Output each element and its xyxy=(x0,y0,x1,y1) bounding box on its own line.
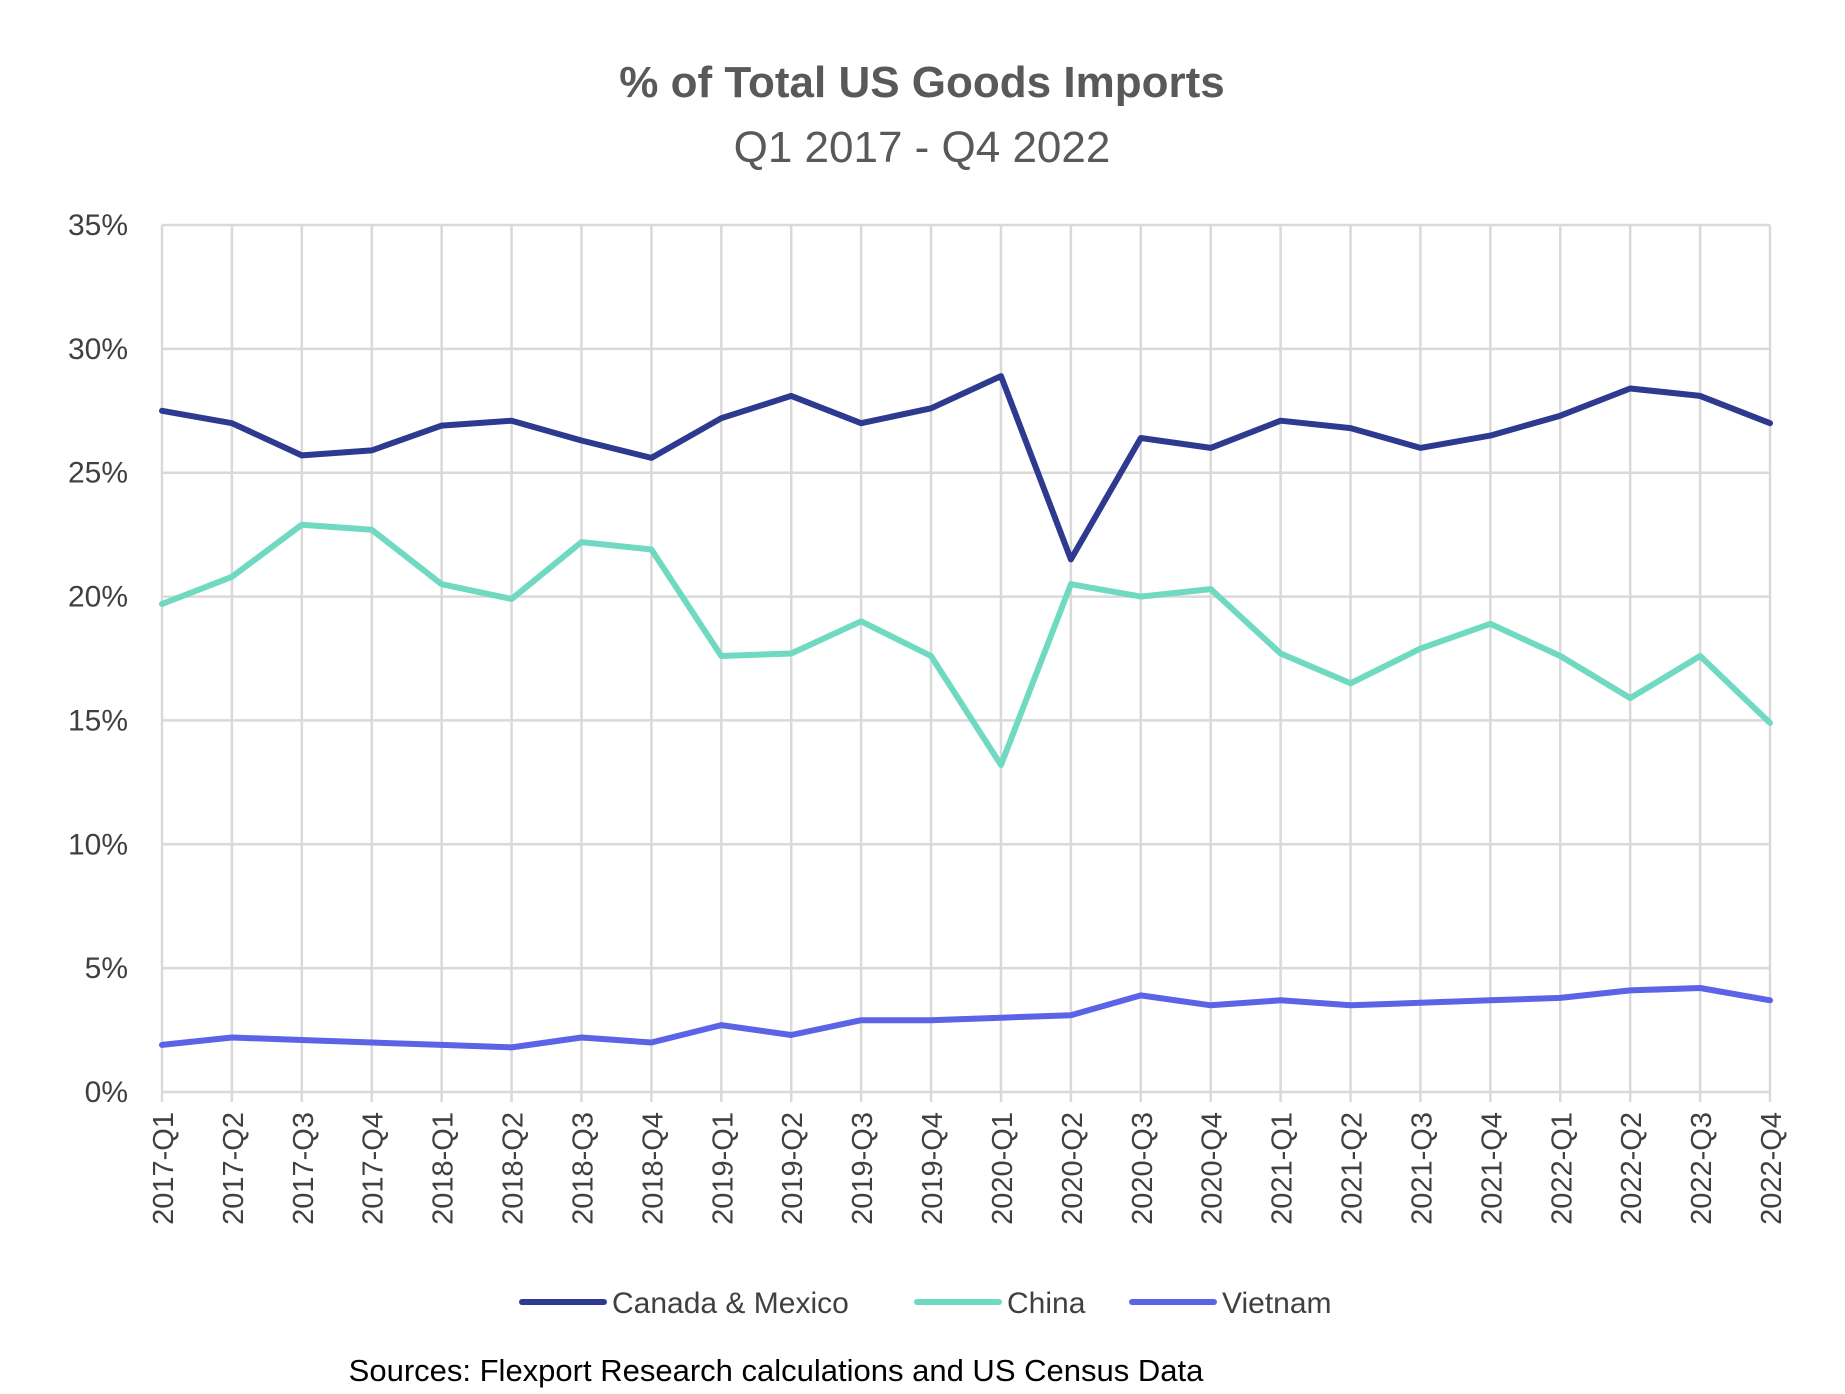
chart-subtitle: Q1 2017 - Q4 2022 xyxy=(734,123,1111,172)
series-lines xyxy=(159,373,1773,1051)
chart-title: % of Total US Goods Imports xyxy=(619,58,1224,107)
x-tick-label: 2017-Q4 xyxy=(358,1112,390,1225)
series-line-vietnam xyxy=(159,985,1773,1051)
y-tick-label: 20% xyxy=(68,581,128,614)
y-tick-label: 30% xyxy=(68,333,128,366)
x-axis-tick-labels: 2017-Q1 2017-Q2 2017-Q3 2017-Q4 2018-Q1 2018-… xyxy=(148,1112,1788,1225)
gridlines xyxy=(160,223,1772,1102)
x-tick-label: 2022-Q1 xyxy=(1546,1112,1578,1225)
series-line-canada-mexico xyxy=(159,373,1773,563)
x-tick-label: 2017-Q1 xyxy=(148,1112,180,1225)
y-tick-label: 15% xyxy=(68,704,128,737)
x-tick-label: 2021-Q3 xyxy=(1406,1112,1438,1225)
legend-label: Canada & Mexico xyxy=(612,1287,849,1320)
x-tick-label: 2017-Q3 xyxy=(288,1112,320,1225)
y-tick-label: 5% xyxy=(85,952,128,985)
x-tick-label: 2022-Q2 xyxy=(1616,1112,1648,1225)
legend-label: China xyxy=(1007,1287,1086,1320)
series-line-china xyxy=(159,521,1773,768)
legend: Canada & Mexico China Vietnam xyxy=(519,1287,1332,1320)
legend-label: Vietnam xyxy=(1222,1287,1332,1320)
y-tick-label: 25% xyxy=(68,457,128,490)
x-tick-label: 2020-Q1 xyxy=(987,1112,1019,1225)
x-tick-label: 2018-Q3 xyxy=(567,1112,599,1225)
x-tick-label: 2021-Q1 xyxy=(1267,1112,1299,1225)
y-axis-tick-labels: 0% 5% 10% 15% 20% 25% 30% 35% xyxy=(68,209,128,1109)
x-tick-label: 2020-Q4 xyxy=(1197,1112,1229,1225)
x-tick-label: 2018-Q4 xyxy=(637,1112,669,1225)
x-tick-label: 2019-Q3 xyxy=(847,1112,879,1225)
y-tick-label: 10% xyxy=(68,828,128,861)
x-tick-label: 2017-Q2 xyxy=(218,1112,250,1225)
x-tick-label: 2019-Q1 xyxy=(707,1112,739,1225)
x-tick-label: 2020-Q2 xyxy=(1057,1112,1089,1225)
x-tick-label: 2021-Q2 xyxy=(1337,1112,1369,1225)
y-tick-label: 0% xyxy=(85,1076,128,1109)
x-tick-label: 2018-Q1 xyxy=(428,1112,460,1225)
source-note: Sources: Flexport Research calculations … xyxy=(349,1353,1204,1388)
x-tick-label: 2021-Q4 xyxy=(1476,1112,1508,1225)
y-tick-label: 35% xyxy=(68,209,128,242)
x-tick-label: 2022-Q4 xyxy=(1756,1112,1788,1225)
x-tick-label: 2022-Q3 xyxy=(1686,1112,1718,1225)
x-tick-label: 2018-Q2 xyxy=(498,1112,530,1225)
x-tick-label: 2019-Q2 xyxy=(777,1112,809,1225)
x-tick-label: 2020-Q3 xyxy=(1127,1112,1159,1225)
x-tick-label: 2019-Q4 xyxy=(917,1112,949,1225)
